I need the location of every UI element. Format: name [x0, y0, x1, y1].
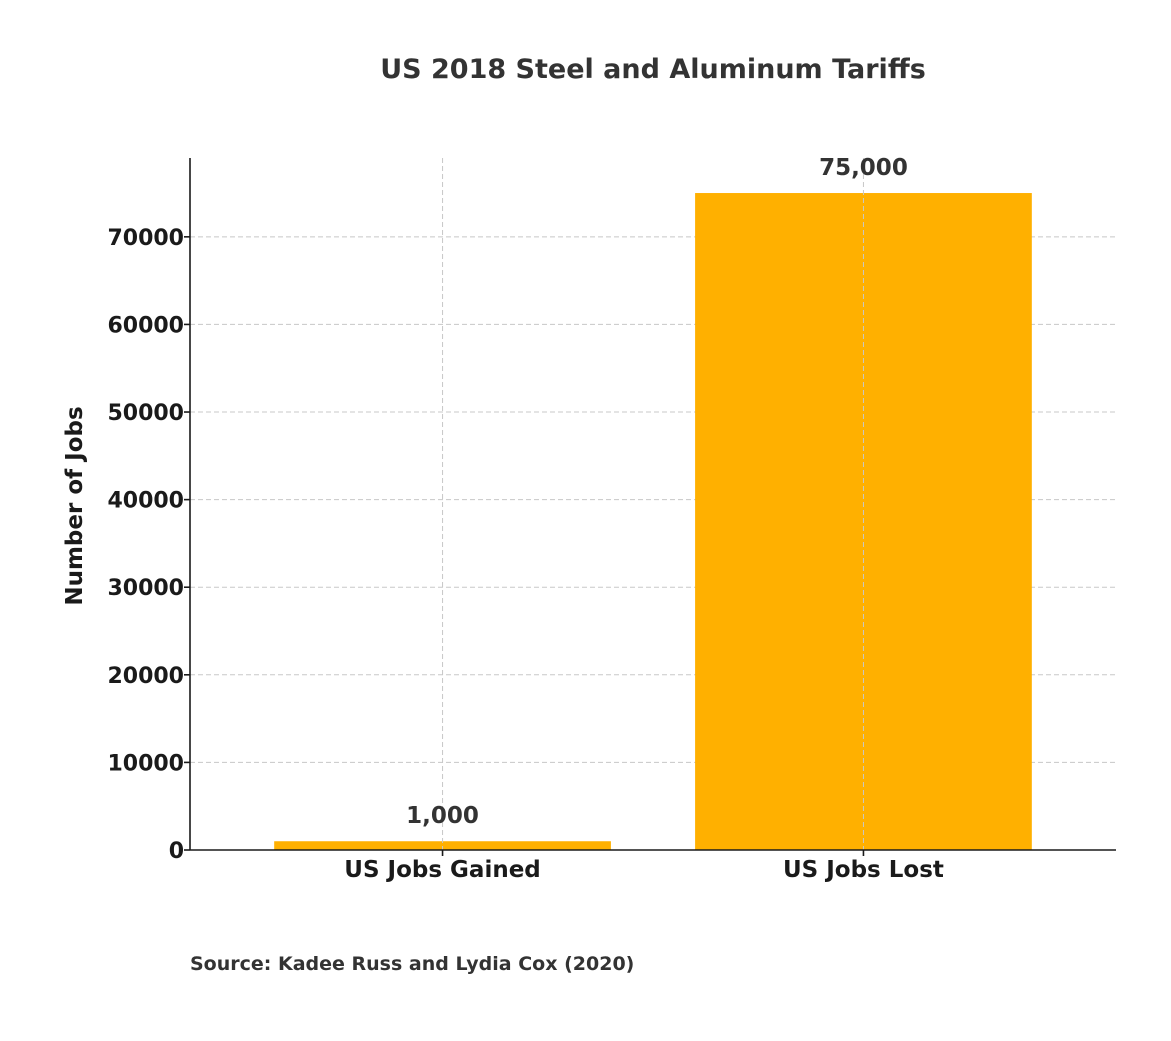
x-tick-label: US Jobs Lost [783, 857, 944, 883]
y-tick-label: 60000 [107, 313, 184, 338]
x-tick-label: US Jobs Gained [344, 857, 541, 883]
y-tick-label: 20000 [107, 664, 184, 689]
chart-title: US 2018 Steel and Aluminum Tariffs [380, 54, 926, 85]
y-tick-label: 70000 [107, 226, 184, 251]
data-label: 75,000 [819, 155, 908, 181]
x-axis-categories: US Jobs Gained US Jobs Lost [344, 850, 944, 883]
source-note: Source: Kadee Russ and Lydia Cox (2020) [190, 953, 634, 975]
bars [274, 193, 1032, 851]
data-labels: 1,000 75,000 [406, 155, 908, 829]
y-tick-label: 30000 [107, 576, 184, 601]
y-tick-label: 50000 [107, 401, 184, 426]
y-tick-label: 40000 [107, 489, 184, 514]
axes [189, 158, 1116, 851]
y-tick-label: 10000 [107, 751, 184, 776]
y-axis-ticks: 0 10000 20000 30000 40000 50000 60000 70000 [107, 226, 190, 864]
bar-us-jobs-gained [274, 841, 611, 850]
y-axis-label: Number of Jobs [62, 406, 88, 605]
data-label: 1,000 [406, 803, 479, 829]
y-tick-label: 0 [169, 839, 184, 864]
